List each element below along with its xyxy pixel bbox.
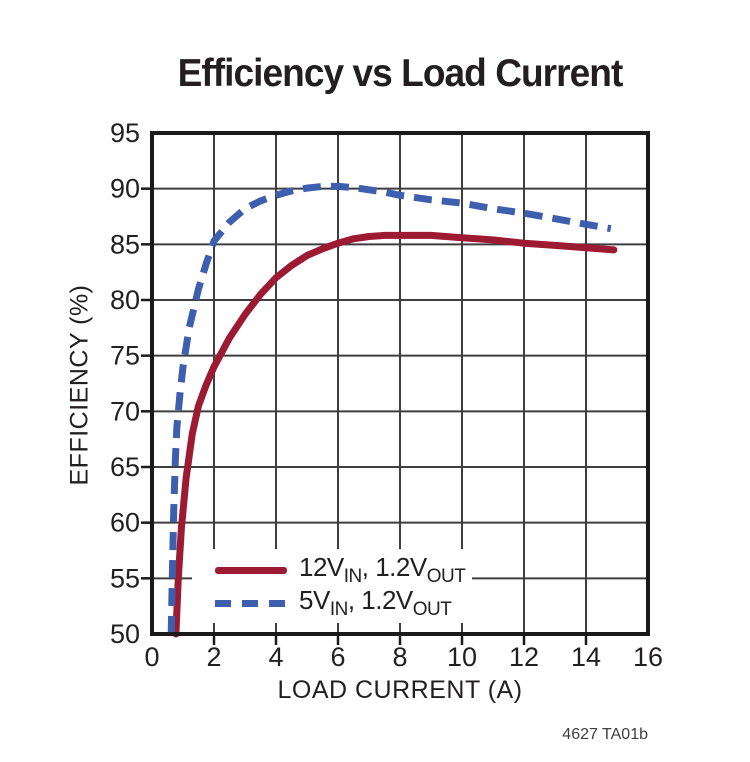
y-tick-label: 80	[110, 285, 140, 315]
x-tick-label: 10	[447, 642, 477, 672]
x-tick-label: 2	[206, 642, 221, 672]
series-line-0	[172, 231, 618, 638]
legend-swatch-solid-line	[215, 566, 287, 574]
chart-title: Efficiency vs Load Current	[177, 52, 624, 95]
plot-frame	[150, 131, 650, 636]
y-tick-label: 90	[110, 174, 140, 204]
y-tick-label: 55	[110, 563, 140, 593]
y-tick-label: 50	[110, 619, 140, 649]
legend-item-5vin: 5VIN, 1.2VOUT	[192, 585, 472, 620]
series-line-1	[167, 182, 612, 635]
legend-swatch-dashed-line	[215, 599, 287, 607]
x-tick-label: 4	[268, 642, 283, 672]
legend-label-12vin: 12VIN, 1.2VOUT	[299, 552, 466, 587]
x-tick-label: 12	[509, 642, 539, 672]
legend-item-12vin: 12VIN, 1.2VOUT	[192, 552, 472, 587]
y-tick-label: 85	[110, 229, 140, 259]
y-tick-label: 60	[110, 508, 140, 538]
x-tick-label: 0	[144, 642, 159, 672]
y-tick-label: 70	[110, 396, 140, 426]
legend: 12VIN, 1.2VOUT 5VIN, 1.2VOUT	[192, 549, 472, 623]
figure-caption: 4627 TA01b	[562, 726, 648, 743]
legend-label-5vin: 5VIN, 1.2VOUT	[299, 585, 452, 620]
x-tick-label: 16	[633, 642, 663, 672]
x-tick-label: 6	[330, 642, 345, 672]
y-tick-label: 75	[110, 341, 140, 371]
x-tick-label: 8	[392, 642, 407, 672]
y-tick-label: 65	[110, 452, 140, 482]
x-axis-label: LOAD CURRENT (A)	[277, 676, 523, 704]
x-tick-label: 14	[571, 642, 601, 672]
y-tick-label: 95	[110, 118, 140, 148]
